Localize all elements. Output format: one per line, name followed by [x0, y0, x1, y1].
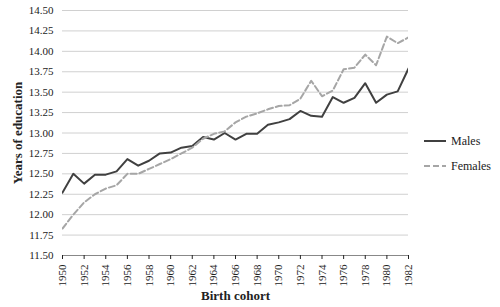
svg-text:13.75: 13.75: [29, 65, 54, 77]
svg-text:14.25: 14.25: [29, 24, 54, 36]
html-text:Females: Females: [451, 158, 491, 173]
svg-text:11.75: 11.75: [29, 229, 54, 241]
svg-text:1974: 1974: [316, 264, 328, 287]
svg-text:Birth cohort: Birth cohort: [201, 288, 271, 303]
svg-text:1960: 1960: [164, 264, 176, 287]
svg-text:1970: 1970: [272, 264, 284, 287]
svg-text:1950: 1950: [56, 264, 68, 287]
svg-text:1956: 1956: [121, 264, 133, 287]
svg-text:1968: 1968: [251, 264, 263, 287]
svg-text:1962: 1962: [186, 265, 198, 287]
svg-text:1958: 1958: [143, 264, 155, 287]
html-text:Males: Males: [451, 133, 481, 148]
svg-text:1980: 1980: [380, 264, 392, 287]
svg-text:1982: 1982: [402, 265, 414, 287]
svg-text:12.25: 12.25: [29, 188, 54, 200]
svg-text:12.75: 12.75: [29, 147, 54, 159]
svg-text:13.50: 13.50: [29, 86, 54, 98]
svg-text:Years of education: Years of education: [10, 81, 25, 184]
svg-text:1978: 1978: [359, 264, 371, 287]
svg-text:14.50: 14.50: [29, 4, 54, 16]
svg-text:13.25: 13.25: [29, 106, 54, 118]
svg-text:1976: 1976: [337, 264, 349, 287]
svg-text:13.00: 13.00: [29, 127, 54, 139]
svg-text:1966: 1966: [229, 264, 241, 287]
svg-text:11.50: 11.50: [29, 249, 54, 261]
svg-text:1954: 1954: [99, 264, 111, 287]
svg-text:12.50: 12.50: [29, 167, 54, 179]
svg-text:1972: 1972: [294, 265, 306, 287]
svg-text:1952: 1952: [78, 265, 90, 287]
svg-text:1964: 1964: [207, 264, 219, 287]
svg-text:14.00: 14.00: [29, 45, 54, 57]
svg-text:12.00: 12.00: [29, 208, 54, 220]
